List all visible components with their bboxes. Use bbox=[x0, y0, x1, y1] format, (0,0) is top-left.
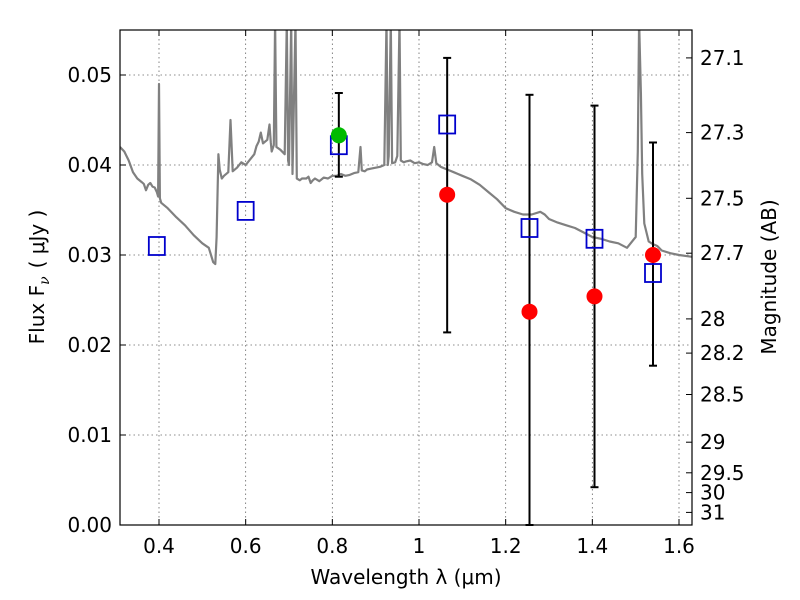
right-tick-label: 30 bbox=[700, 481, 725, 505]
y-tick-label: 0.01 bbox=[67, 423, 112, 447]
model-square bbox=[438, 114, 457, 135]
x-tick-label: 0.6 bbox=[230, 534, 262, 558]
y-tick-label: 0.04 bbox=[67, 153, 112, 177]
right-tick-label: 28 bbox=[700, 307, 725, 331]
right-axis-label-group: Magnitude (AB) bbox=[757, 199, 781, 354]
right-tick-label: 28.5 bbox=[700, 383, 745, 407]
observed-point bbox=[439, 186, 456, 203]
plot-area bbox=[120, 30, 692, 266]
y-tick-label: 0.02 bbox=[67, 333, 112, 357]
model-square bbox=[236, 200, 255, 221]
y-tick-label: 0.05 bbox=[67, 63, 112, 87]
right-tick-label: 29 bbox=[700, 430, 725, 454]
axis-ticks: 0.4 0.6 0.8 1 1.2 1.4 1.6 0.00 0.01 0.02 0.03 0.04 0… bbox=[67, 30, 745, 558]
right-tick-label: 28.2 bbox=[700, 341, 745, 365]
observed-point bbox=[521, 303, 538, 320]
x-tick-label: 0.8 bbox=[316, 534, 348, 558]
spectrum-line bbox=[120, 30, 692, 266]
y-axis-label: Flux Fν ( μJy ) bbox=[25, 210, 53, 345]
observed-point bbox=[645, 247, 661, 263]
plot-frame bbox=[119, 29, 693, 526]
x-axis-label: Wavelength λ (μm) bbox=[310, 565, 501, 589]
x-tick-label: 1.6 bbox=[663, 534, 695, 558]
right-tick-label: 27.5 bbox=[700, 186, 745, 210]
right-tick-label: 27.3 bbox=[700, 121, 745, 145]
model-square bbox=[644, 263, 662, 283]
y-axis-label-main: Flux F bbox=[25, 285, 49, 344]
right-tick-label: 29.5 bbox=[700, 461, 745, 485]
detected-point bbox=[330, 127, 347, 144]
x-tick-label: 1.4 bbox=[576, 534, 608, 558]
x-tick-label: 1 bbox=[413, 534, 426, 558]
model-square bbox=[520, 218, 539, 238]
grid bbox=[120, 30, 692, 526]
model-square bbox=[585, 228, 604, 249]
y-axis-label-sub: ν bbox=[37, 276, 53, 285]
observed-point bbox=[586, 288, 603, 305]
right-tick-label: 27.7 bbox=[700, 241, 745, 265]
x-tick-label: 0.4 bbox=[143, 534, 175, 558]
right-tick-label: 31 bbox=[700, 500, 725, 524]
model-square bbox=[147, 236, 166, 256]
y-tick-label: 0.00 bbox=[67, 513, 112, 537]
y-tick-label: 0.03 bbox=[67, 243, 112, 267]
y-axis-label-unit: ( μJy ) bbox=[25, 210, 49, 269]
x-tick-label: 1.2 bbox=[490, 534, 522, 558]
y-axis-label-group: Flux Fν ( μJy ) bbox=[25, 210, 53, 345]
right-tick-label: 27.1 bbox=[700, 46, 745, 70]
right-axis-label: Magnitude (AB) bbox=[757, 199, 781, 354]
markers bbox=[147, 56, 662, 526]
